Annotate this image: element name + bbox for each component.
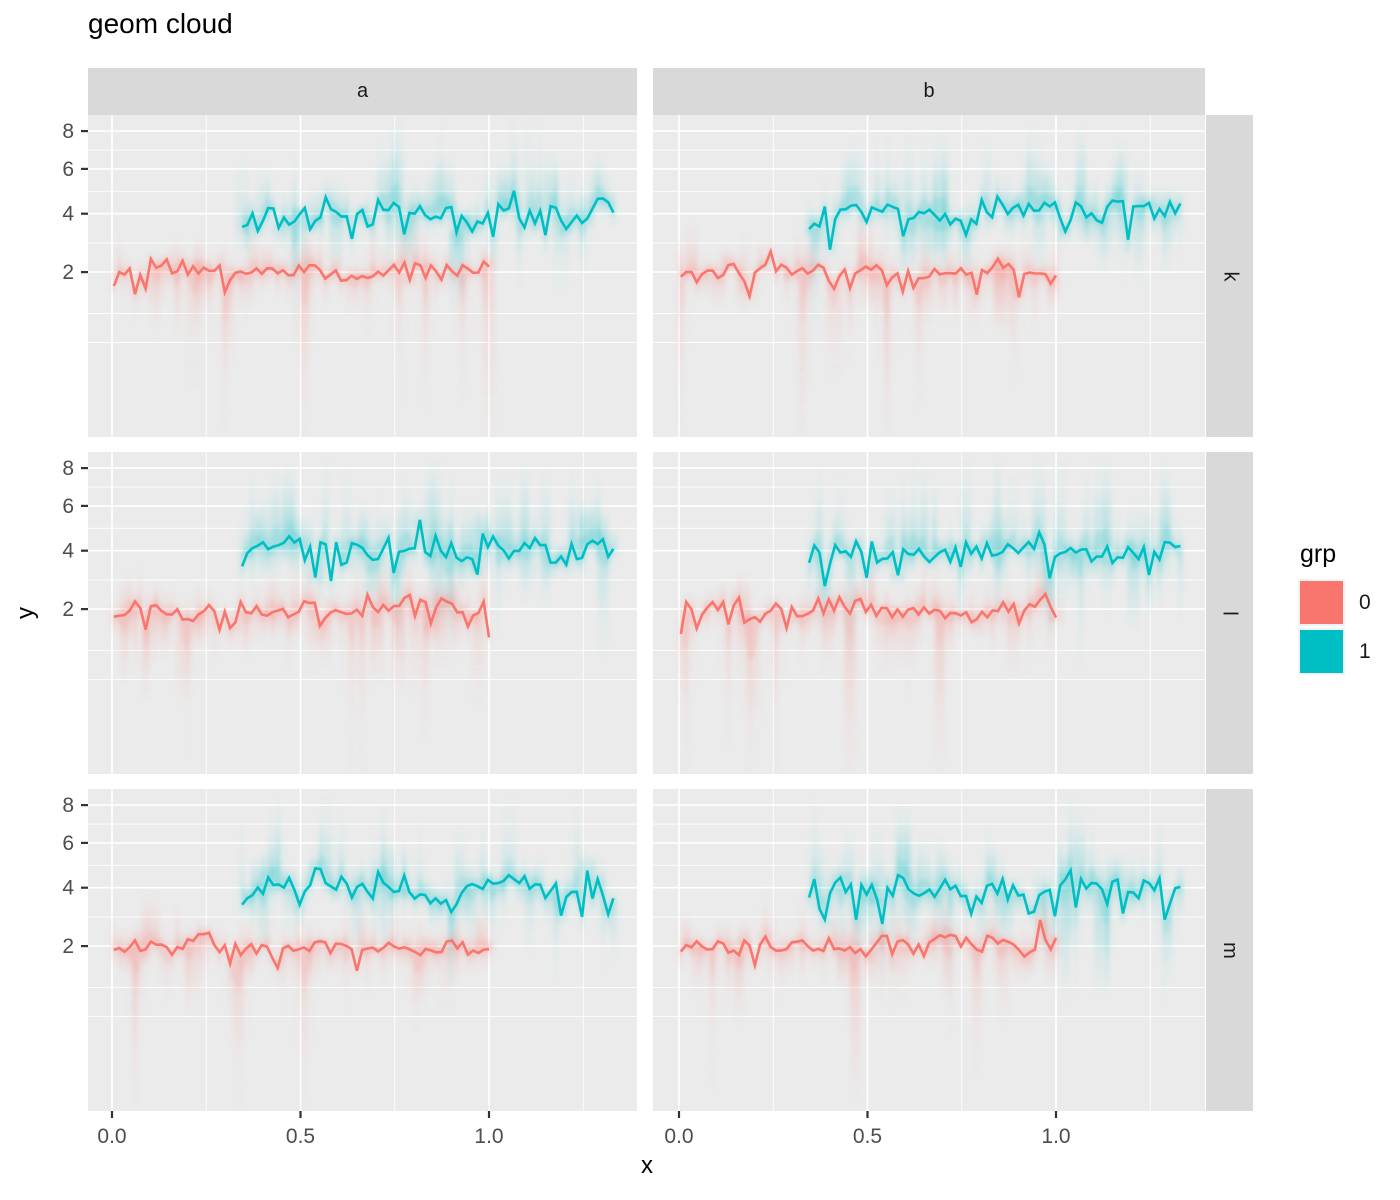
cloud-grp1-kb xyxy=(805,121,1183,353)
panel-k-b xyxy=(653,115,1205,437)
facet-row-label-k: k xyxy=(1219,271,1241,281)
facet-row-strip-l: l xyxy=(1206,452,1253,774)
legend-title: grp xyxy=(1300,540,1337,568)
series-line-grp0-lb xyxy=(679,591,1058,635)
facet-row-strip-k: k xyxy=(1206,115,1253,437)
facet-col-label-b: b xyxy=(923,80,935,102)
legend: grp 0 1 xyxy=(1300,540,1371,679)
panel-l-b xyxy=(653,452,1205,774)
y-tick-label: 2 xyxy=(62,261,74,284)
y-tick-label: 6 xyxy=(62,832,74,855)
x-tick-label: 0.5 xyxy=(853,1125,882,1148)
legend-label-grp1: 1 xyxy=(1359,639,1371,663)
series-line-grp0-la xyxy=(113,590,491,638)
facet-col-label-a: a xyxy=(356,80,369,102)
legend-label-grp0: 0 xyxy=(1359,590,1371,614)
panel-l-a xyxy=(88,452,637,774)
y-tick-label: 4 xyxy=(62,203,74,226)
y-tick-label: 8 xyxy=(62,120,74,143)
facet-row-strip-m: m xyxy=(1206,789,1253,1111)
series-line-grp1-la xyxy=(240,519,615,582)
cloud-grp1-lb xyxy=(807,452,1183,681)
y-axis-title: y xyxy=(12,607,39,619)
x-tick-label: 0.0 xyxy=(97,1125,126,1148)
x-tick-label: 1.0 xyxy=(1041,1125,1070,1148)
chart-title: geom cloud xyxy=(88,8,233,39)
legend-key-grp1: 1 xyxy=(1300,630,1371,673)
cloud-grp0-lb xyxy=(678,543,1064,774)
cloud-grp0-kb xyxy=(678,208,1060,437)
series-line-grp1-ma xyxy=(241,866,615,919)
cloud-grp1-ma xyxy=(240,789,618,996)
series-line-grp0-kb xyxy=(680,247,1058,301)
panel-m-b xyxy=(653,789,1205,1111)
facet-row-label-m: m xyxy=(1218,941,1241,959)
series-line-grp1-kb xyxy=(808,193,1182,250)
series-line-grp1-mb xyxy=(807,866,1181,925)
facet-col-strip-a: a xyxy=(88,68,637,115)
series-line-grp1-lb xyxy=(807,528,1181,587)
series-line-grp0-mb xyxy=(679,919,1058,971)
panel-m-a xyxy=(88,789,637,1111)
y-tick-label: 8 xyxy=(62,457,74,480)
series-line-grp1-ka xyxy=(241,190,615,240)
legend-swatch-grp0 xyxy=(1300,581,1343,624)
facet-row-label-l: l xyxy=(1218,610,1241,616)
x-tick-label: 0.0 xyxy=(664,1125,693,1148)
x-tick-label: 0.5 xyxy=(286,1125,315,1148)
series-line-grp0-ka xyxy=(112,255,490,297)
legend-key-grp0: 0 xyxy=(1300,581,1371,624)
y-tick-label: 2 xyxy=(62,935,74,958)
cloud-grp1-la xyxy=(238,452,619,671)
y-tick-label: 8 xyxy=(62,794,74,817)
facet-col-strip-b: b xyxy=(653,68,1205,115)
y-tick-label: 4 xyxy=(62,877,74,900)
y-tick-label: 4 xyxy=(62,540,74,563)
x-axis-title: x xyxy=(641,1152,653,1179)
y-tick-label: 6 xyxy=(62,158,74,181)
legend-swatch-grp1 xyxy=(1300,630,1343,673)
series-line-grp0-ma xyxy=(113,931,490,972)
cloud-grp1-mb xyxy=(807,789,1185,1014)
x-tick-label: 1.0 xyxy=(474,1125,503,1148)
panel-k-a xyxy=(88,115,637,437)
y-tick-label: 6 xyxy=(62,495,74,518)
y-tick-label: 2 xyxy=(62,598,74,621)
